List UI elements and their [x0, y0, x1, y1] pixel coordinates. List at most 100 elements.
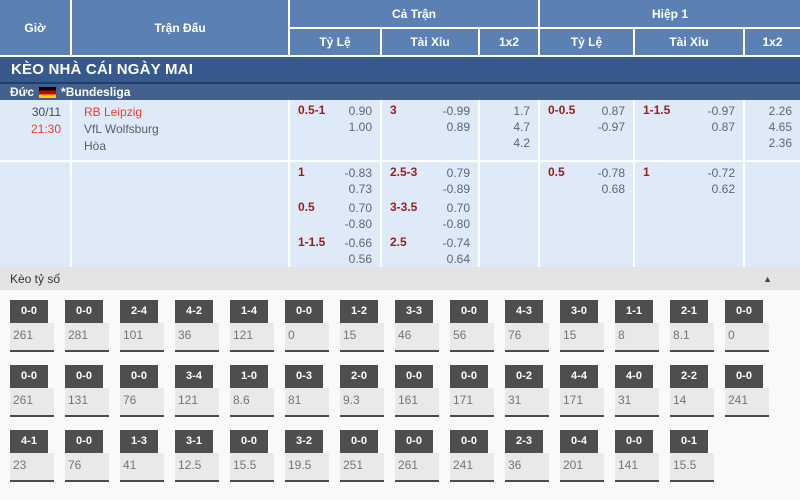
collapse-icon[interactable]: ▲	[763, 273, 772, 284]
score-label[interactable]: 0-0	[450, 300, 488, 323]
score-label[interactable]: 2-1	[670, 300, 708, 323]
score-label[interactable]: 1-4	[230, 300, 268, 323]
ft-handicap-cell[interactable]: 1-1.5 -0.66 0.56	[290, 232, 380, 267]
h1-1x2-home-odds[interactable]: 2.26	[768, 104, 792, 118]
score-label[interactable]: 0-0	[10, 365, 48, 388]
score-cell[interactable]: 1-1 8	[615, 300, 659, 352]
score-label[interactable]: 2-2	[670, 365, 708, 388]
score-label[interactable]: 0-0	[395, 365, 433, 388]
score-cell[interactable]: 4-2 36	[175, 300, 219, 352]
draw-label[interactable]: Hòa	[84, 139, 107, 153]
h1-over-odds[interactable]: -0.72	[707, 166, 735, 180]
ft-handicap-home-odds[interactable]: -0.83	[344, 166, 372, 180]
h1-under-odds[interactable]: 0.87	[711, 120, 735, 134]
league-row[interactable]: Đức *Bundesliga	[0, 82, 800, 100]
score-label[interactable]: 1-0	[230, 365, 268, 388]
score-cell[interactable]: 0-0 131	[65, 365, 109, 417]
score-label[interactable]: 2-4	[120, 300, 158, 323]
score-label[interactable]: 0-0	[725, 300, 763, 323]
ft-over-under-cell[interactable]: 2.5 -0.74 0.64	[382, 232, 478, 267]
score-cell[interactable]: 2-2 14	[670, 365, 714, 417]
score-cell[interactable]: 1-3 41	[120, 430, 164, 482]
score-label[interactable]: 0-0	[10, 300, 48, 323]
ft-over-under-cell[interactable]: 2.5-3 0.79 -0.89	[382, 162, 478, 197]
score-label[interactable]: 2-3	[505, 430, 543, 453]
score-cell[interactable]: 0-0 281	[65, 300, 109, 352]
score-cell[interactable]: 1-4 121	[230, 300, 274, 352]
ft-handicap-away-odds[interactable]: 0.56	[348, 252, 372, 266]
ft-handicap-home-odds[interactable]: 0.70	[348, 201, 372, 215]
score-cell[interactable]: 0-2 31	[505, 365, 549, 417]
score-label[interactable]: 0-0	[230, 430, 268, 453]
h1-over-under-cell[interactable]: 1-1.5 -0.97 0.87	[635, 100, 743, 160]
home-team[interactable]: RB Leipzig	[84, 105, 143, 119]
score-cell[interactable]: 0-0 261	[10, 300, 54, 352]
score-label[interactable]: 3-3	[395, 300, 433, 323]
ft-over-under-cell[interactable]: 3-3.5 0.70 -0.80	[382, 197, 478, 232]
h1-1x2-draw-odds[interactable]: 4.65	[768, 120, 792, 134]
score-label[interactable]: 0-0	[340, 430, 378, 453]
ft-handicap-cell[interactable]: 1 -0.83 0.73	[290, 162, 380, 197]
score-cell[interactable]: 0-0 56	[450, 300, 494, 352]
score-cell[interactable]: 4-1 23	[10, 430, 54, 482]
away-team[interactable]: VfL Wolfsburg	[84, 122, 159, 136]
h1-1x2-cell[interactable]: 2.26 4.65 2.36	[745, 100, 800, 160]
h1-handicap-home-odds[interactable]: 0.87	[601, 104, 625, 118]
score-cell[interactable]: 0-0 141	[615, 430, 659, 482]
score-cell[interactable]: 4-3 76	[505, 300, 549, 352]
score-cell[interactable]: 1-2 15	[340, 300, 384, 352]
score-label[interactable]: 0-1	[670, 430, 708, 453]
score-label[interactable]: 4-3	[505, 300, 543, 323]
ft-under-odds[interactable]: 0.64	[446, 252, 470, 266]
score-cell[interactable]: 0-0 251	[340, 430, 384, 482]
ft-over-odds[interactable]: 0.79	[446, 166, 470, 180]
ft-over-odds[interactable]: -0.74	[442, 236, 470, 250]
score-label[interactable]: 3-1	[175, 430, 213, 453]
score-cell[interactable]: 0-0 241	[450, 430, 494, 482]
ft-over-odds[interactable]: -0.99	[442, 104, 470, 118]
score-label[interactable]: 0-2	[505, 365, 543, 388]
score-section-header[interactable]: Kèo tỷ số ▲	[0, 267, 800, 290]
score-label[interactable]: 0-0	[285, 300, 323, 323]
score-cell[interactable]: 0-0 261	[395, 430, 439, 482]
score-label[interactable]: 0-0	[450, 430, 488, 453]
score-label[interactable]: 0-0	[615, 430, 653, 453]
score-cell[interactable]: 0-0 261	[10, 365, 54, 417]
score-label[interactable]: 0-0	[65, 300, 103, 323]
score-label[interactable]: 4-1	[10, 430, 48, 453]
h1-handicap-away-odds[interactable]: 0.68	[601, 182, 625, 196]
score-cell[interactable]: 3-2 19.5	[285, 430, 329, 482]
score-cell[interactable]: 3-1 12.5	[175, 430, 219, 482]
score-label[interactable]: 3-4	[175, 365, 213, 388]
ft-under-odds[interactable]: -0.89	[442, 182, 470, 196]
score-cell[interactable]: 2-0 9.3	[340, 365, 384, 417]
score-cell[interactable]: 4-4 171	[560, 365, 604, 417]
h1-handicap-away-odds[interactable]: -0.97	[597, 120, 625, 134]
h1-under-odds[interactable]: 0.62	[711, 182, 735, 196]
ft-handicap-away-odds[interactable]: -0.80	[344, 217, 372, 231]
score-label[interactable]: 0-4	[560, 430, 598, 453]
score-cell[interactable]: 0-0 161	[395, 365, 439, 417]
score-label[interactable]: 0-0	[725, 365, 763, 388]
score-cell[interactable]: 0-0 171	[450, 365, 494, 417]
ft-1x2-home-odds[interactable]: 1.7	[513, 104, 530, 118]
ft-1x2-cell[interactable]: 1.7 4.7 4.2	[480, 100, 538, 160]
score-cell[interactable]: 2-1 8.1	[670, 300, 714, 352]
ft-over-odds[interactable]: 0.70	[446, 201, 470, 215]
score-label[interactable]: 0-0	[395, 430, 433, 453]
h1-handicap-cell[interactable]: 0-0.5 0.87 -0.97	[540, 100, 633, 160]
score-cell[interactable]: 3-4 121	[175, 365, 219, 417]
score-label[interactable]: 1-2	[340, 300, 378, 323]
score-label[interactable]: 4-4	[560, 365, 598, 388]
score-label[interactable]: 0-0	[65, 430, 103, 453]
ft-handicap-home-odds[interactable]: 0.90	[348, 104, 372, 118]
h1-over-odds[interactable]: -0.97	[707, 104, 735, 118]
score-label[interactable]: 0-0	[120, 365, 158, 388]
score-label[interactable]: 1-1	[615, 300, 653, 323]
score-cell[interactable]: 0-0 241	[725, 365, 769, 417]
score-cell[interactable]: 2-4 101	[120, 300, 164, 352]
ft-handicap-away-odds[interactable]: 1.00	[348, 120, 372, 134]
score-label[interactable]: 1-3	[120, 430, 158, 453]
h1-over-under-cell[interactable]: 1 -0.72 0.62	[635, 162, 743, 197]
ft-under-odds[interactable]: 0.89	[446, 120, 470, 134]
